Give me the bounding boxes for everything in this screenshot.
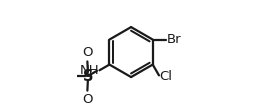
Text: O: O <box>82 46 93 59</box>
Text: NH: NH <box>79 64 99 77</box>
Text: Br: Br <box>167 33 181 46</box>
Text: O: O <box>82 93 93 106</box>
Text: S: S <box>83 69 93 83</box>
Text: Cl: Cl <box>159 70 172 83</box>
